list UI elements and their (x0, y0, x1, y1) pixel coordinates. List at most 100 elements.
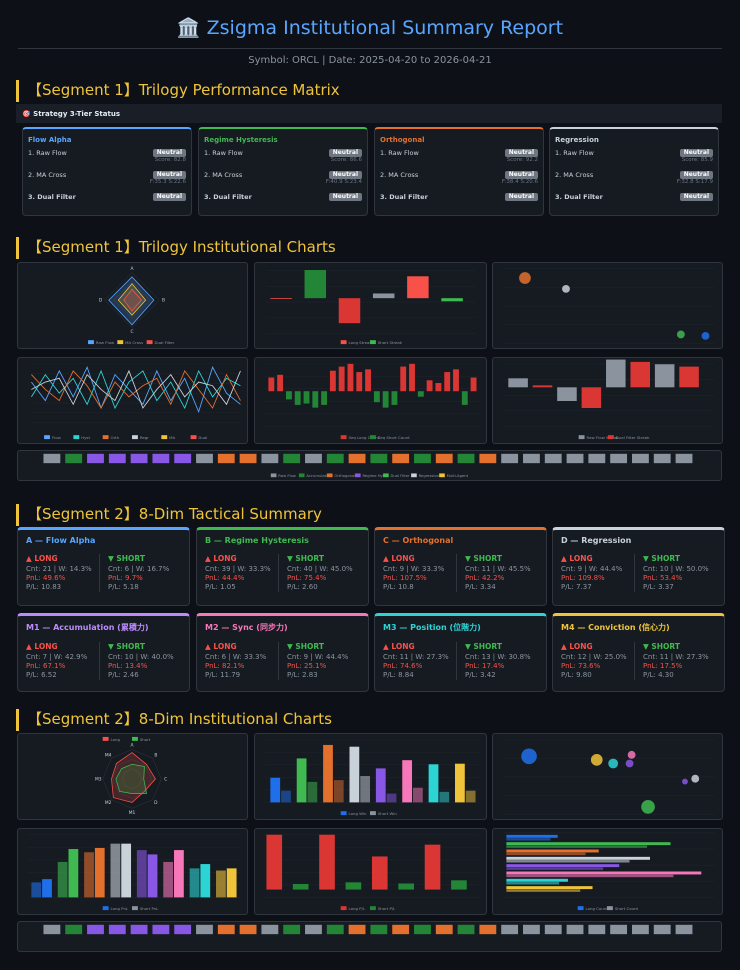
short-pnl: PnL: 75.4% (287, 574, 327, 582)
state-cell (501, 924, 519, 935)
bar (281, 790, 291, 803)
radar-series (117, 283, 147, 316)
state-cell (239, 924, 257, 935)
radar-axis-label: A (131, 266, 134, 272)
chart-trilogy-floating: Raw Flow Streak Dual Filter Streak (492, 357, 723, 444)
bar (372, 293, 395, 299)
legend-swatch (270, 473, 277, 478)
bar (360, 776, 371, 803)
ma-values: F:35.3 S:22.6 (149, 179, 186, 185)
state-cell (435, 453, 453, 464)
bar (296, 758, 307, 803)
bar (606, 359, 626, 388)
score-text: Score: 92.2 (506, 157, 538, 163)
short-count: Cnt: 10 | W: 40.0% (108, 653, 174, 661)
legend-swatch (102, 736, 109, 741)
bar (216, 870, 226, 898)
status-badge: Neutral (504, 170, 538, 179)
long-label: ▲ LONG (26, 642, 58, 651)
long-pnl: PnL: 73.6% (561, 662, 601, 670)
short-count: Cnt: 6 | W: 16.7% (108, 565, 170, 573)
bar (163, 861, 174, 898)
short-label: ▼ SHORT (108, 642, 145, 651)
short-pnl: PnL: 53.4% (643, 574, 683, 582)
chart-trilogy-seq: Seq Long Count Seq Short Count (254, 357, 487, 444)
bar (356, 372, 363, 392)
status-badge: Neutral (504, 192, 538, 201)
bar (31, 882, 42, 898)
short-label: ▼ SHORT (465, 554, 502, 563)
raw-flow-label: 1. Raw Flow (380, 148, 419, 157)
legend-label: Dual (198, 435, 207, 440)
state-cell (348, 924, 366, 935)
score-text: Score: 86.6 (330, 157, 362, 163)
dual-filter-label: 3. Dual Filter (555, 192, 603, 201)
radar-axis-label: D (99, 298, 103, 304)
long-pnl: PnL: 67.1% (26, 662, 66, 670)
dimension-card: B — Regime Hysteresis ▲ LONG Cnt: 39 | W… (196, 527, 369, 606)
state-cell (152, 924, 170, 935)
short-ratio: P/L: 5.18 (108, 583, 139, 591)
tier-card: Regime Hysteresis 1. Raw Flow Neutral Sco… (198, 127, 368, 216)
state-cell (653, 453, 671, 464)
bar (428, 764, 439, 803)
tier-name: Regime Hysteresis (204, 136, 278, 144)
state-cell (588, 924, 606, 935)
legend-label: Long Win (349, 811, 367, 816)
dimension-card: M2 — Sync (同步力) ▲ LONG Cnt: 6 | W: 33.3%… (196, 613, 369, 692)
legend-swatch (578, 435, 585, 440)
bar (455, 763, 465, 803)
score-text: Score: 82.8 (154, 157, 186, 163)
legend-label: Short P/L (378, 906, 396, 911)
short-ratio: P/L: 3.37 (643, 583, 674, 591)
bar (506, 842, 671, 846)
scatter-point (608, 758, 619, 769)
long-label: ▲ LONG (205, 642, 237, 651)
state-cell (283, 924, 301, 935)
bar (581, 387, 602, 409)
bar (506, 834, 558, 838)
bar (285, 391, 292, 400)
long-pnl: PnL: 44.4% (205, 574, 245, 582)
legend-swatch (132, 435, 138, 440)
status-badge: Neutral (679, 170, 713, 179)
bar (424, 844, 441, 890)
state-cell (370, 924, 388, 935)
bar (435, 383, 442, 392)
state-cell (544, 924, 562, 935)
state-cell (566, 453, 584, 464)
raw-flow-label: 1. Raw Flow (204, 148, 243, 157)
legend-swatch (607, 906, 613, 911)
state-cell (130, 924, 148, 935)
radar-axis-label: C (130, 329, 133, 335)
bar (506, 878, 568, 882)
legend-label: Raw Flow (96, 340, 115, 345)
radar-axis-label: M1 (129, 810, 136, 816)
scatter-point (641, 800, 655, 814)
legend-label: Hyst (81, 435, 90, 440)
short-count: Cnt: 40 | W: 45.0% (287, 565, 353, 573)
short-pnl: PnL: 17.4% (465, 662, 505, 670)
long-label: ▲ LONG (383, 554, 415, 563)
state-cell (326, 924, 344, 935)
radar-ring (104, 272, 160, 328)
state-cell (65, 924, 83, 935)
bar (506, 860, 630, 863)
card-title: M4 — Conviction (信心力) (561, 623, 670, 632)
dimension-card: M1 — Accumulation (累積力) ▲ LONG Cnt: 7 | … (17, 613, 190, 692)
card-title: D — Regression (561, 536, 632, 545)
state-cell (501, 453, 519, 464)
state-cell (414, 924, 431, 935)
bar (303, 391, 310, 404)
radar-axis-label: B (154, 753, 157, 759)
short-ratio: P/L: 2.46 (108, 671, 139, 679)
ma-cross-label: 2. MA Cross (555, 170, 594, 179)
long-ratio: P/L: 9.80 (561, 671, 592, 679)
bar (532, 385, 553, 388)
series-line (31, 369, 241, 409)
radar-axis-label: A (131, 743, 134, 749)
legend-label: MA Cross (125, 340, 143, 345)
chart-8dim-scatter (492, 733, 723, 820)
state-cell (370, 453, 388, 464)
bar (307, 781, 318, 803)
